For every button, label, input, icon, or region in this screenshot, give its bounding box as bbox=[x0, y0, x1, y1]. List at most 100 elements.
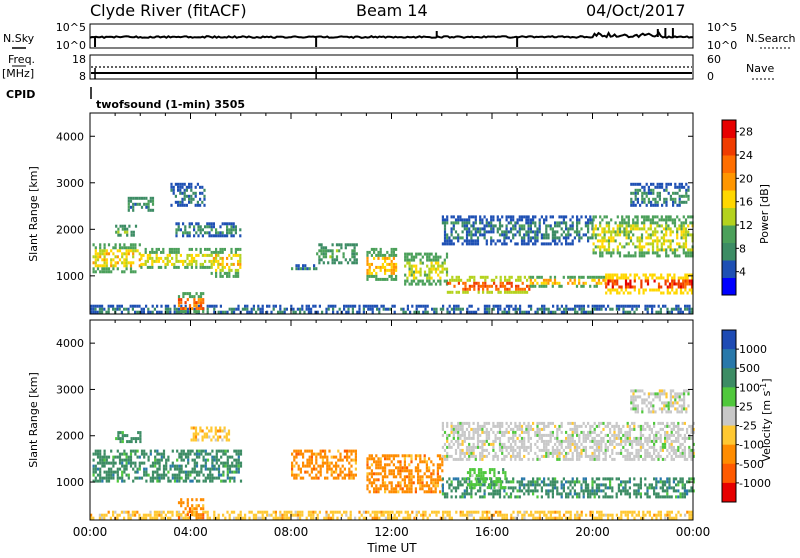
heatmap-cell bbox=[377, 487, 379, 490]
heatmap-cell bbox=[561, 431, 563, 434]
heatmap-cell bbox=[495, 285, 497, 288]
heatmap-cell bbox=[200, 251, 202, 254]
heatmap-cell bbox=[632, 389, 634, 392]
heatmap-cell bbox=[104, 453, 106, 456]
heatmap-cell bbox=[397, 484, 399, 487]
heatmap-cell bbox=[344, 456, 346, 459]
heatmap-cell bbox=[492, 446, 494, 449]
heatmap-cell bbox=[183, 450, 185, 453]
heatmap-cell bbox=[653, 440, 655, 443]
heatmap-cell bbox=[104, 462, 106, 465]
heatmap-cell bbox=[152, 477, 154, 480]
heatmap-cell bbox=[501, 458, 503, 461]
heatmap-cell bbox=[514, 495, 516, 498]
heatmap-cell bbox=[633, 428, 635, 431]
heatmap-cell bbox=[462, 224, 464, 227]
heatmap-cell bbox=[614, 274, 616, 277]
heatmap-cell bbox=[220, 305, 222, 308]
heatmap-cell bbox=[523, 443, 525, 446]
heatmap-cell bbox=[411, 265, 413, 268]
heatmap-cell bbox=[93, 453, 95, 456]
heatmap-cell bbox=[486, 276, 488, 279]
heatmap-cell bbox=[492, 224, 494, 227]
heatmap-cell bbox=[510, 455, 512, 458]
heatmap-cell bbox=[671, 446, 673, 449]
heatmap-cell bbox=[591, 236, 593, 239]
heatmap-cell bbox=[690, 455, 692, 458]
heatmap-cell bbox=[167, 257, 169, 260]
heatmap-cell bbox=[616, 443, 618, 446]
heatmap-cell bbox=[356, 258, 358, 261]
heatmap-cell bbox=[627, 286, 629, 289]
heatmap-cell bbox=[413, 259, 415, 262]
heatmap-cell bbox=[462, 288, 464, 291]
heatmap-cell bbox=[541, 236, 543, 239]
heatmap-cell bbox=[121, 474, 123, 477]
heatmap-cell bbox=[431, 283, 433, 286]
heatmap-cell bbox=[106, 264, 108, 267]
heatmap-cell bbox=[543, 282, 545, 285]
heatmap-cell bbox=[591, 221, 593, 224]
heatmap-cell bbox=[339, 468, 341, 471]
heatmap-cell bbox=[371, 463, 373, 466]
heatmap-cell bbox=[180, 301, 182, 304]
heatmap-cell bbox=[556, 305, 558, 308]
heatmap-cell bbox=[244, 305, 246, 308]
heatmap-cell bbox=[625, 274, 627, 277]
heatmap-cell bbox=[464, 431, 466, 434]
heatmap-cell bbox=[662, 428, 664, 431]
heatmap-cell bbox=[501, 434, 503, 437]
heatmap-cell bbox=[356, 261, 358, 264]
heatmap-cell bbox=[206, 427, 208, 430]
heatmap-cell bbox=[677, 437, 679, 440]
heatmap-cell bbox=[137, 468, 139, 471]
heatmap-cell bbox=[213, 311, 215, 314]
heatmap-cell bbox=[632, 401, 634, 404]
heatmap-cell bbox=[528, 492, 530, 495]
heatmap-cell bbox=[175, 231, 177, 234]
heatmap-cell bbox=[499, 422, 501, 425]
heatmap-cell bbox=[488, 492, 490, 495]
heatmap-cell bbox=[613, 458, 615, 461]
heatmap-cell bbox=[453, 242, 455, 245]
heatmap-cell bbox=[101, 258, 103, 261]
heatmap-cell bbox=[681, 221, 683, 224]
heatmap-cell bbox=[499, 443, 501, 446]
heatmap-cell bbox=[600, 449, 602, 452]
heatmap-cell bbox=[610, 292, 612, 295]
heatmap-cell bbox=[433, 268, 435, 271]
heatmap-cell bbox=[346, 450, 348, 453]
heatmap-cell bbox=[435, 268, 437, 271]
heatmap-cell bbox=[477, 227, 479, 230]
heatmap-cell bbox=[656, 254, 658, 257]
heatmap-cell bbox=[589, 434, 591, 437]
heatmap-cell bbox=[391, 251, 393, 254]
heatmap-cell bbox=[195, 427, 197, 430]
heatmap-cell bbox=[173, 186, 175, 189]
power-colorbar-swatch bbox=[722, 138, 736, 156]
heatmap-cell bbox=[547, 422, 549, 425]
heatmap-cell bbox=[145, 251, 147, 254]
heatmap-cell bbox=[598, 489, 600, 492]
heatmap-cell bbox=[523, 236, 525, 239]
heatmap-cell bbox=[635, 483, 637, 486]
heatmap-cell bbox=[448, 239, 450, 242]
heatmap-cell bbox=[581, 311, 583, 314]
heatmap-cell bbox=[448, 236, 450, 239]
heatmap-cell bbox=[167, 459, 169, 462]
heatmap-cell bbox=[500, 276, 502, 279]
heatmap-cell bbox=[206, 436, 208, 439]
heatmap-cell bbox=[666, 449, 668, 452]
heatmap-cell bbox=[222, 450, 224, 453]
heatmap-cell bbox=[690, 437, 692, 440]
heatmap-cell bbox=[455, 449, 457, 452]
heatmap-cell bbox=[683, 242, 685, 245]
heatmap-cell bbox=[602, 483, 604, 486]
heatmap-cell bbox=[620, 437, 622, 440]
heatmap-cell bbox=[185, 301, 187, 304]
heatmap-cell bbox=[567, 282, 569, 285]
heatmap-cell bbox=[156, 311, 158, 314]
heatmap-cell bbox=[624, 458, 626, 461]
heatmap-cell bbox=[477, 434, 479, 437]
heatmap-cell bbox=[382, 469, 384, 472]
